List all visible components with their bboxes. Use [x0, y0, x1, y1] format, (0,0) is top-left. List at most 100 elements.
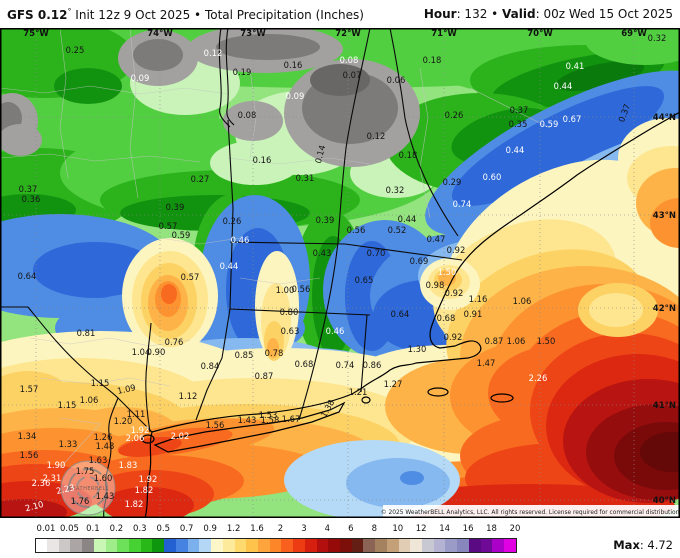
- precip-value-label: 1.43: [238, 415, 257, 425]
- precip-value-label: 0.87: [485, 336, 504, 346]
- precip-value-label: 1.30: [408, 344, 427, 354]
- coastline: [141, 111, 680, 518]
- colorbar-segment: [445, 539, 458, 552]
- precip-value-label: 1.15: [58, 400, 77, 410]
- precip-value-label: 0.78: [265, 348, 284, 358]
- precip-value-label: 0.07: [343, 70, 362, 80]
- precip-value-label: 2.23: [55, 482, 75, 496]
- precip-value-label: 0.19: [233, 67, 252, 77]
- colorbar-segment: [140, 539, 153, 552]
- precip-value-label: 1.58: [261, 415, 280, 425]
- colorbar-tick-label: 20: [509, 524, 521, 534]
- precip-value-label: 0.76: [165, 337, 184, 347]
- precip-value-label: 0.16: [284, 60, 303, 70]
- colorbar-tick-label: 0.1: [86, 524, 100, 534]
- precip-value-label: 0.70: [367, 248, 386, 258]
- value-labels: 0.25 0.12 0.19 0.16 0.09 0.08 0.07 0.06 0.09 0.08…: [18, 33, 667, 513]
- state-borders: [0, 28, 463, 518]
- precip-value-label: 0.69: [410, 256, 429, 266]
- hour-value: : 132 •: [456, 7, 503, 21]
- colorbar-segment: [164, 539, 176, 552]
- colorbar-segment: [36, 539, 47, 552]
- colorbar-segment: [234, 539, 247, 552]
- precip-value-label: 0.98: [426, 280, 445, 290]
- precip-value-label: 1.11: [127, 409, 146, 419]
- copyright-text: © 2025 WeatherBELL Analytics, LLC. All r…: [381, 509, 680, 516]
- precip-value-label: 1.92: [131, 425, 150, 435]
- precip-value-label: 1.43: [96, 491, 115, 501]
- precip-value-label: 0.92: [447, 245, 466, 255]
- max-number: : 4.72: [639, 538, 673, 552]
- precip-value-label: 0.32: [648, 33, 667, 43]
- precip-value-label: 1.04: [132, 347, 151, 357]
- precip-value-label: 0.44: [554, 81, 573, 91]
- longitude-label: 73°W: [240, 29, 266, 39]
- precip-value-label: 1.21: [349, 387, 368, 397]
- precip-value-label: 0.64: [18, 271, 37, 281]
- precip-value-label: 0.65: [355, 275, 374, 285]
- precip-value-label: 1.12: [179, 391, 198, 401]
- precip-value-label: 0.74: [453, 199, 472, 209]
- max-label: Max: [613, 538, 640, 552]
- precip-value-label: 1.27: [384, 379, 403, 389]
- precip-value-label: 1.06: [80, 395, 99, 405]
- valid-label: Valid: [502, 7, 536, 21]
- precip-value-label: 1.67: [282, 414, 301, 424]
- precip-value-label: 0.37: [510, 105, 529, 115]
- precip-value-label: 1.76: [71, 496, 90, 506]
- precip-value-label: 0.09: [286, 91, 305, 101]
- precip-value-label: 2.06: [126, 433, 145, 443]
- colorbar-segment: [93, 539, 106, 552]
- colorbar-tick-label: 12: [415, 524, 427, 534]
- longitude-label: 75°W: [23, 29, 49, 39]
- precip-value-label: 0.57: [181, 272, 200, 282]
- precip-value-label: 0.74: [336, 360, 355, 370]
- precip-value-label: 1.09: [116, 382, 136, 396]
- precip-value-label: 0.80: [280, 307, 299, 317]
- colorbar-segment: [269, 539, 282, 552]
- colorbar-segment: [246, 539, 258, 552]
- precip-value-label: 0.56: [347, 225, 366, 235]
- precip-value-label: 1.75: [76, 466, 95, 476]
- colorbar-tick-label: 0.9: [203, 524, 217, 534]
- precip-value-label: 0.46: [231, 235, 250, 245]
- precip-value-label: 0.68: [295, 359, 314, 369]
- colorbar-tick-label: 16: [462, 524, 474, 534]
- precip-value-label: 0.44: [398, 214, 417, 224]
- precip-value-label: 0.18: [399, 150, 418, 160]
- colorbar-tick-label: 18: [486, 524, 497, 534]
- map-frame: [0, 28, 680, 518]
- precip-value-label: 1.33: [59, 439, 78, 449]
- colorbar-tick-label: 0.05: [59, 524, 79, 534]
- latitude-label: 44°N: [653, 113, 676, 123]
- colorbar-tick-label: 0.2: [109, 524, 124, 534]
- colorbar-segment: [222, 539, 235, 552]
- precip-value-label: 0.59: [172, 230, 191, 240]
- precip-value-label: 1.26: [94, 432, 113, 442]
- colorbar-tick-label: 4: [324, 524, 331, 534]
- precip-value-label: 0.59: [540, 119, 559, 129]
- colorbar-tick-label: 0.7: [179, 524, 194, 534]
- precip-value-label: 1.06: [513, 296, 532, 306]
- precip-value-label: 1.60: [94, 473, 113, 483]
- precip-value-label: 0.39: [166, 202, 185, 212]
- colorbar-segment: [492, 539, 505, 552]
- precip-value-label: 0.41: [566, 61, 585, 71]
- precip-value-label: 0.31: [296, 173, 315, 183]
- colorbar-segment: [211, 539, 223, 552]
- colorbar-segment: [58, 539, 71, 552]
- precip-value-label: 1.82: [135, 485, 154, 495]
- latitude-label: 42°N: [653, 304, 676, 314]
- precip-value-label: 0.81: [77, 328, 96, 338]
- precip-value-label: 0.08: [340, 55, 359, 65]
- precip-value-label: 0.06: [387, 75, 406, 85]
- colorbar-segment: [328, 539, 340, 552]
- colorbar-segment: [70, 539, 83, 552]
- colorbar-tick-label: 0.5: [156, 524, 171, 534]
- model-name: GFS 0.12: [7, 7, 68, 22]
- colorbar-segment: [129, 539, 141, 552]
- precip-value-label: 0.57: [159, 221, 178, 231]
- colorbar-segment: [105, 539, 118, 552]
- colorbar-segment: [457, 539, 469, 552]
